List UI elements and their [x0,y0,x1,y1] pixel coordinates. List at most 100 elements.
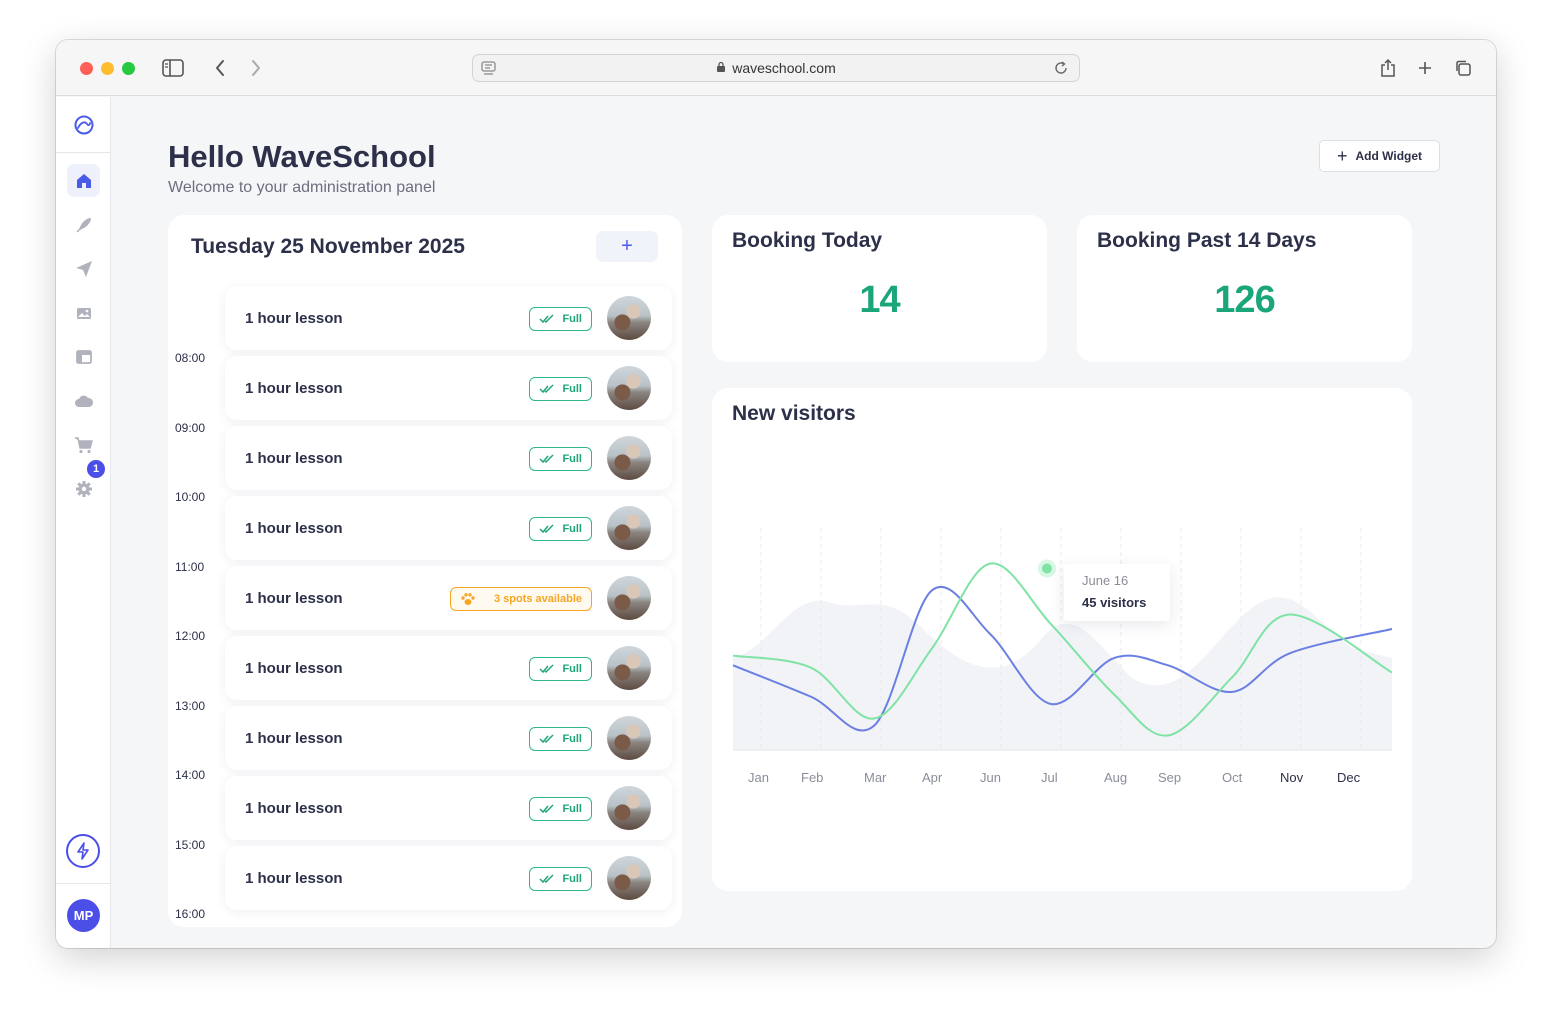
sidebar-item-home[interactable] [67,164,100,197]
time-label: 14:00 [175,768,206,782]
forward-icon[interactable] [244,56,268,80]
lesson-label: 1 hour lesson [245,590,343,607]
browser-titlebar: waveschool.com [56,40,1496,96]
add-widget-button[interactable]: + Add Widget [1319,140,1440,172]
lesson-row[interactable]: 1 hour lesson 3 spots available [225,566,672,630]
instructor-avatar[interactable] [607,646,651,690]
main-content: Hello WaveSchool Welcome to your adminis… [112,97,1496,948]
user-avatar[interactable]: MP [67,899,100,932]
x-tick-label: Jun [980,770,1001,785]
booking-today-value: 14 [859,279,900,321]
x-tick-label: Mar [864,770,887,785]
sidebar-item-shop[interactable] [67,428,100,461]
lesson-label: 1 hour lesson [245,380,343,397]
time-label: 12:00 [175,629,206,643]
x-tick-label: Apr [922,770,943,785]
instructor-avatar[interactable] [607,856,651,900]
back-icon[interactable] [208,56,232,80]
status-badge-full: Full [529,517,592,541]
lesson-row[interactable]: 1 hour lesson Full [225,286,672,350]
booking-today-title: Booking Today [732,229,883,252]
time-label: 11:00 [175,559,205,574]
zoom-window-button[interactable] [122,62,135,75]
double-check-icon [539,802,555,819]
schedule-card: Tuesday 25 November 2025 + 08:00 09:00 10:… [168,215,682,927]
reload-icon[interactable] [1053,60,1069,79]
x-tick-label: Oct [1222,770,1243,785]
instructor-avatar[interactable] [607,436,651,480]
series-line-1 [732,586,1393,732]
x-tick-label: Sep [1158,770,1182,785]
sidebar-toggle-icon[interactable] [161,56,185,80]
series-line-2 [732,562,1393,737]
share-icon[interactable] [1376,56,1400,80]
cloud-icon [74,395,93,407]
time-label: 13:00 [175,698,206,713]
sidebar-item-gallery[interactable] [67,296,100,329]
lesson-label: 1 hour lesson [245,870,343,887]
status-badge-full: Full [529,657,592,681]
address-bar[interactable]: waveschool.com [472,54,1080,82]
time-label: 16:00 [175,907,206,921]
close-window-button[interactable] [80,62,93,75]
status-badge-spots: 3 spots available [450,587,592,611]
pen-icon [75,217,91,233]
status-text: Full [562,453,582,465]
add-lesson-button[interactable]: + [596,231,658,262]
sidebar-item-cloud[interactable] [67,384,100,417]
instructor-avatar[interactable] [607,786,651,830]
lesson-row[interactable]: 1 hour lesson Full [225,496,672,560]
lesson-row[interactable]: 1 hour lesson Full [225,426,672,490]
sidebar-item-settings[interactable]: 1 [67,458,107,505]
double-check-icon [539,662,555,679]
booking-past-title: Booking Past 14 Days [1097,229,1317,252]
schedule-date-title: Tuesday 25 November 2025 [191,235,465,258]
chart-background-area [733,597,1392,750]
status-text: 3 spots available [493,593,582,605]
time-label: 09:00 [175,420,206,435]
cart-icon [74,436,93,453]
lock-icon [716,60,726,76]
instructor-avatar[interactable] [607,296,651,340]
x-tick-label: Dec [1337,770,1361,785]
sidebar-item-surf[interactable] [67,208,100,241]
status-badge-full: Full [529,447,592,471]
tabs-overview-icon[interactable] [1451,56,1475,80]
instructor-avatar[interactable] [607,506,651,550]
sidebar-item-send[interactable] [67,252,100,285]
lesson-row[interactable]: 1 hour lesson Full [225,706,672,770]
status-text: Full [562,733,582,745]
double-check-icon [539,732,555,749]
lightning-icon[interactable] [66,834,100,868]
x-tick-label: Nov [1280,770,1304,785]
instructor-avatar[interactable] [607,366,651,410]
status-text: Full [562,663,582,675]
sidebar-item-layout[interactable] [67,340,100,373]
double-check-icon [539,872,555,889]
reader-icon[interactable] [481,60,497,79]
time-label: 10:00 [175,490,206,504]
highlight-point [1042,563,1052,574]
home-icon [76,173,91,188]
lesson-row[interactable]: 1 hour lesson Full [225,636,672,700]
visitors-chart [732,528,1393,751]
minimize-window-button[interactable] [101,62,114,75]
page-subtitle: Welcome to your administration panel [168,179,436,196]
lesson-row[interactable]: 1 hour lesson Full [225,776,672,840]
x-tick-label: Aug [1104,770,1128,785]
gear-icon [75,480,92,497]
instructor-avatar[interactable] [607,576,651,620]
plus-icon: + [1336,145,1348,166]
tooltip-date: June 16 [1082,573,1129,588]
x-tick-label: Jul [1041,770,1058,785]
chart-tooltip: June 16 45 visitors [1064,564,1170,621]
notification-badge: 1 [85,458,107,480]
lesson-row[interactable]: 1 hour lesson Full [225,356,672,420]
new-tab-icon[interactable] [1413,56,1437,80]
status-badge-full: Full [529,797,592,821]
instructor-avatar[interactable] [607,716,651,760]
lesson-row[interactable]: 1 hour lesson Full [225,846,672,910]
status-badge-full: Full [529,727,592,751]
page-title: Hello WaveSchool [168,139,436,174]
wave-logo-icon[interactable] [67,108,100,141]
